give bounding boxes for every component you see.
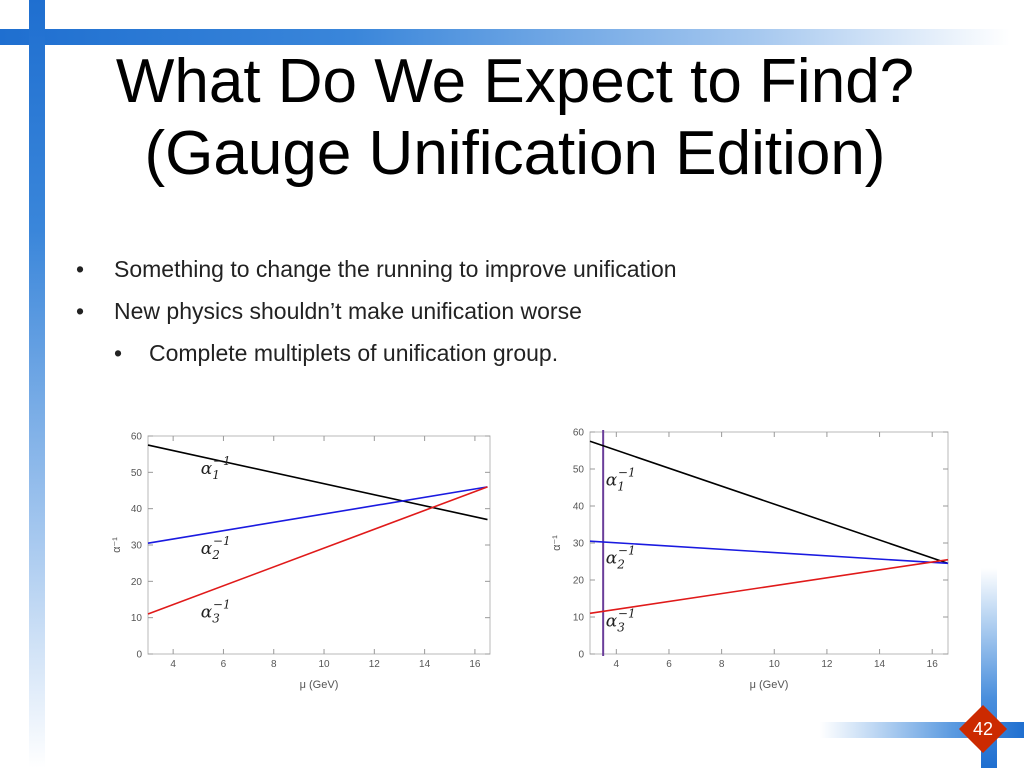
x-axis-label: μ (GeV)	[300, 679, 339, 691]
y-tick-label: 60	[573, 428, 585, 439]
series-label: α1−1	[201, 454, 231, 482]
series-label: α3−1	[606, 606, 636, 634]
series-line	[147, 486, 488, 615]
series-label: α2−1	[606, 543, 636, 571]
x-axis-label: μ (GeV)	[750, 679, 789, 691]
slide-title: What Do We Expect to Find? (Gauge Unific…	[60, 46, 970, 190]
y-tick-label: 30	[573, 539, 585, 550]
y-tick-label: 20	[131, 577, 143, 588]
chart-svg: 4 6 8 10 12 14 16 0 10 20 30 40 50 60 μ (GeV) α⁻¹ α1−1 α2…	[551, 428, 949, 691]
frame-left-bar	[29, 0, 45, 768]
title-line-2: (Gauge Unification Edition)	[144, 119, 886, 188]
x-tick-label: 8	[271, 659, 277, 670]
title-line-1: What Do We Expect to Find?	[115, 47, 915, 116]
x-tick-label: 4	[170, 659, 176, 670]
series-line	[589, 440, 949, 565]
y-tick-label: 0	[578, 650, 584, 661]
x-tick-label: 10	[769, 659, 781, 670]
x-tick-label: 8	[719, 659, 725, 670]
x-tick-label: 14	[419, 659, 431, 670]
y-tick-label: 10	[131, 613, 143, 624]
bullet-dot: •	[76, 298, 85, 324]
bullet-text: New physics shouldn’t make unification w…	[114, 298, 582, 324]
series-label: α3−1	[201, 598, 231, 626]
y-tick-label: 40	[131, 504, 143, 515]
chart-svg: 4 6 8 10 12 14 16 0 10 20 30 40 50 60 μ (GeV) α⁻¹ α1−1 α2…	[111, 432, 491, 691]
plot-frame	[589, 431, 949, 655]
sub-bullet-text: Complete multiplets of unification group…	[149, 340, 559, 366]
series-line	[589, 558, 949, 615]
chart-couplings-new-physics: 4 6 8 10 12 14 16 0 10 20 30 40 50 60 μ (GeV) α⁻¹ α1−1 α2…	[548, 424, 960, 698]
series-label: α1−1	[606, 466, 636, 494]
x-tick-label: 14	[874, 659, 886, 670]
y-tick-label: 60	[131, 432, 143, 443]
slide-number-badge: 42	[958, 704, 1008, 754]
bullet-text: Something to change the running to impro…	[114, 256, 677, 282]
y-tick-label: 50	[573, 465, 585, 476]
chart-couplings-sm: 4 6 8 10 12 14 16 0 10 20 30 40 50 60 μ (GeV) α⁻¹ α1−1 α2…	[108, 428, 500, 698]
series-line	[147, 486, 488, 544]
y-axis-label: α⁻¹	[111, 537, 123, 553]
sub-bullet-item: • Complete multiplets of unification gro…	[76, 336, 936, 378]
y-tick-label: 50	[131, 468, 143, 479]
y-tick-label: 40	[573, 502, 585, 513]
x-tick-label: 16	[927, 659, 939, 670]
x-tick-label: 6	[666, 659, 672, 670]
bullet-dot: •	[114, 340, 123, 366]
slide-number: 42	[972, 719, 994, 739]
bullet-item: • New physics shouldn’t make unification…	[76, 294, 936, 336]
y-tick-label: 20	[573, 576, 585, 587]
x-tick-label: 10	[318, 659, 330, 670]
y-tick-label: 30	[131, 541, 143, 552]
bullet-item: • Something to change the running to imp…	[76, 252, 936, 294]
x-tick-label: 6	[221, 659, 227, 670]
y-tick-label: 0	[136, 650, 142, 661]
series-line	[589, 540, 949, 565]
series-line	[147, 444, 488, 521]
bullet-list: • Something to change the running to imp…	[76, 252, 936, 378]
x-tick-label: 16	[469, 659, 481, 670]
plot-frame	[147, 435, 491, 655]
series-label: α2−1	[201, 534, 231, 562]
bullet-dot: •	[76, 256, 85, 282]
x-tick-label: 12	[821, 659, 833, 670]
y-axis-label: α⁻¹	[551, 535, 563, 551]
frame-top-bar	[0, 29, 1010, 45]
x-tick-label: 4	[614, 659, 620, 670]
x-tick-label: 12	[369, 659, 381, 670]
y-tick-label: 10	[573, 613, 585, 624]
